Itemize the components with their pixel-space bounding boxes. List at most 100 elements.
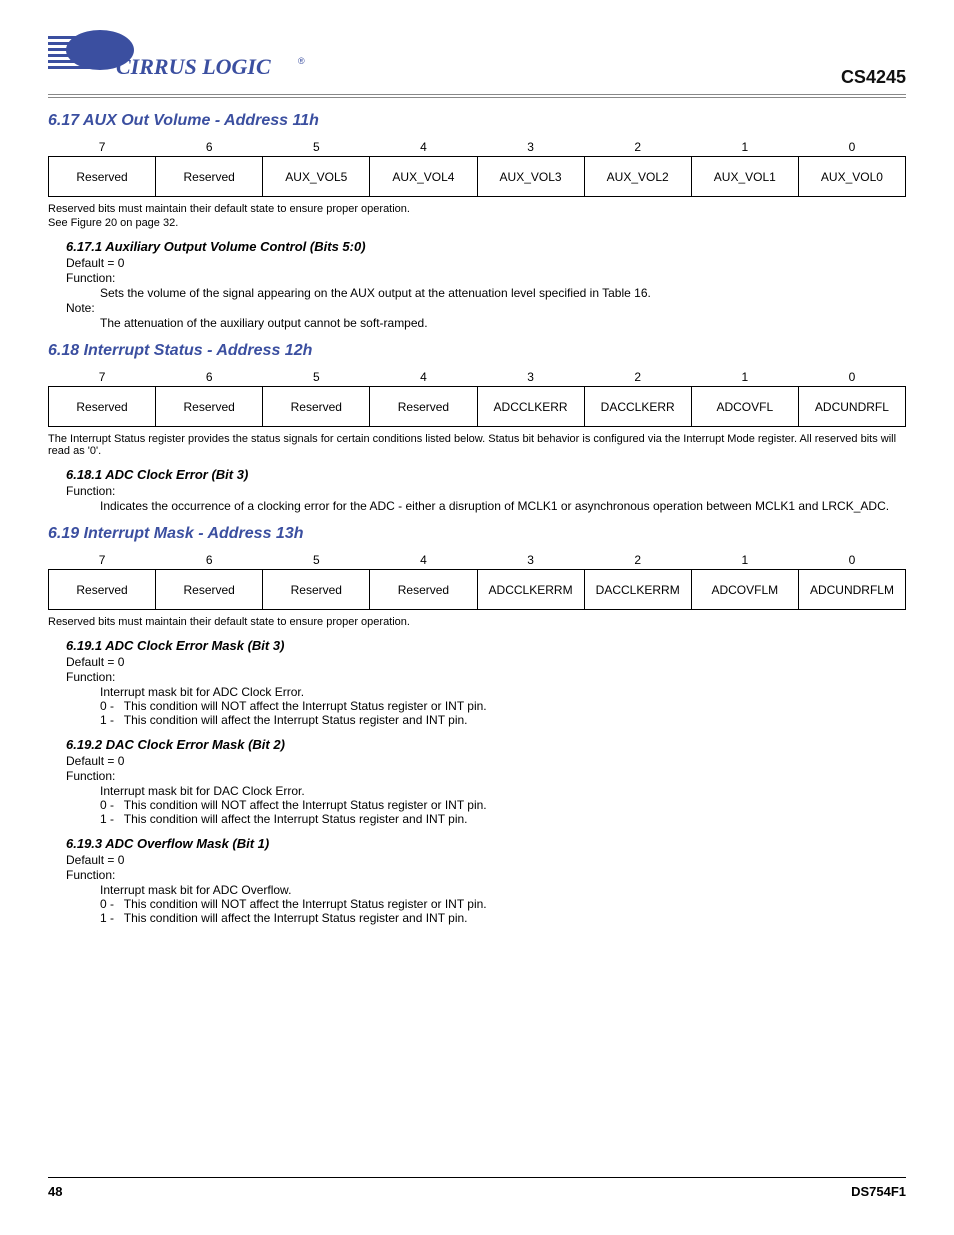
bit-header: 5 <box>263 138 370 157</box>
bit-cell: Reserved <box>156 157 263 197</box>
bit-cell: Reserved <box>156 387 263 427</box>
bit-cell: Reserved <box>370 387 477 427</box>
note-text: Reserved bits must maintain their defaul… <box>48 616 906 628</box>
bit-header: 0 <box>798 368 905 387</box>
bits-table-619: 7 6 5 4 3 2 1 0 Reserved Reserved Reserv… <box>48 551 906 610</box>
bit-cell: AUX_VOL2 <box>584 157 691 197</box>
bit-cell: ADCUNDRFL <box>798 387 905 427</box>
section-title-619: 6.19 Interrupt Mask - Address 13h <box>48 525 906 543</box>
bit-cell: DACCLKERR <box>584 387 691 427</box>
bit-cell: Reserved <box>49 387 156 427</box>
bit-header: 7 <box>49 368 156 387</box>
field-heading: 6.19.1 ADC Clock Error Mask (Bit 3) <box>66 638 906 653</box>
logo-text: CIRRUS LOGIC <box>116 54 271 79</box>
field-default: Default = 0 <box>66 853 906 867</box>
field-function-text: Interrupt mask bit for ADC Clock Error. <box>100 685 906 699</box>
doc-id: DS754F1 <box>851 1184 906 1199</box>
part-number: CS4245 <box>841 67 906 88</box>
bit-header: 3 <box>477 138 584 157</box>
bit-cell: ADCCLKERRM <box>477 570 584 610</box>
bit-cell: AUX_VOL0 <box>798 157 905 197</box>
bit-cell: AUX_VOL4 <box>370 157 477 197</box>
bit-header: 2 <box>584 551 691 570</box>
field-list-item: 0 - This condition will NOT affect the I… <box>100 897 906 911</box>
page: CIRRUS LOGIC ® CS4245 6.17 AUX Out Volum… <box>0 0 954 1235</box>
field-heading: 6.18.1 ADC Clock Error (Bit 3) <box>66 467 906 482</box>
bit-cell: Reserved <box>49 157 156 197</box>
cirrus-logic-logo-icon: CIRRUS LOGIC ® <box>48 28 308 88</box>
field-6171: 6.17.1 Auxiliary Output Volume Control (… <box>66 239 906 330</box>
field-function-text: Indicates the occurrence of a clocking e… <box>100 499 906 513</box>
field-6193: 6.19.3 ADC Overflow Mask (Bit 1) Default… <box>66 836 906 925</box>
bit-header: 4 <box>370 551 477 570</box>
note-text: Reserved bits must maintain their defaul… <box>48 203 906 215</box>
field-function-text: Sets the volume of the signal appearing … <box>100 286 906 300</box>
bits-table-618: 7 6 5 4 3 2 1 0 Reserved Reserved Reserv… <box>48 368 906 427</box>
field-default: Default = 0 <box>66 754 906 768</box>
bits-table-617: 7 6 5 4 3 2 1 0 Reserved Reserved AUX_VO… <box>48 138 906 197</box>
field-note-label: Note: <box>66 301 906 315</box>
field-heading: 6.19.3 ADC Overflow Mask (Bit 1) <box>66 836 906 851</box>
page-header: CIRRUS LOGIC ® CS4245 <box>48 28 906 98</box>
bit-header: 6 <box>156 368 263 387</box>
field-function-text: Interrupt mask bit for ADC Overflow. <box>100 883 906 897</box>
page-number: 48 <box>48 1184 62 1199</box>
bit-header: 7 <box>49 138 156 157</box>
note-text: See Figure 20 on page 32. <box>48 217 906 229</box>
bit-header: 4 <box>370 138 477 157</box>
field-function-label: Function: <box>66 484 906 498</box>
bit-cell: AUX_VOL1 <box>691 157 798 197</box>
bit-header: 0 <box>798 138 905 157</box>
field-6192: 6.19.2 DAC Clock Error Mask (Bit 2) Defa… <box>66 737 906 826</box>
field-note-text: The attenuation of the auxiliary output … <box>100 316 906 330</box>
bit-header: 7 <box>49 551 156 570</box>
field-heading: 6.19.2 DAC Clock Error Mask (Bit 2) <box>66 737 906 752</box>
bit-cell: DACCLKERRM <box>584 570 691 610</box>
svg-text:®: ® <box>298 56 305 66</box>
bit-cell: Reserved <box>370 570 477 610</box>
field-function-label: Function: <box>66 868 906 882</box>
field-function-text: Interrupt mask bit for DAC Clock Error. <box>100 784 906 798</box>
field-list-item: 0 - This condition will NOT affect the I… <box>100 798 906 812</box>
bit-cell: ADCCLKERR <box>477 387 584 427</box>
bit-header: 6 <box>156 138 263 157</box>
field-list-item: 0 - This condition will NOT affect the I… <box>100 699 906 713</box>
bit-header: 4 <box>370 368 477 387</box>
field-default: Default = 0 <box>66 256 906 270</box>
bit-cell: Reserved <box>263 387 370 427</box>
field-6181: 6.18.1 ADC Clock Error (Bit 3) Function:… <box>66 467 906 513</box>
field-heading: 6.17.1 Auxiliary Output Volume Control (… <box>66 239 906 254</box>
field-list-item: 1 - This condition will affect the Inter… <box>100 812 906 826</box>
logo: CIRRUS LOGIC ® <box>48 28 308 88</box>
bit-header: 3 <box>477 551 584 570</box>
bit-header: 6 <box>156 551 263 570</box>
bit-cell: ADCUNDRFLM <box>798 570 905 610</box>
field-default: Default = 0 <box>66 655 906 669</box>
field-list-item: 1 - This condition will affect the Inter… <box>100 911 906 925</box>
bit-cell: ADCOVFLM <box>691 570 798 610</box>
bit-header: 0 <box>798 551 905 570</box>
section-title-617: 6.17 AUX Out Volume - Address 11h <box>48 112 906 130</box>
bit-header: 5 <box>263 368 370 387</box>
bit-cell: Reserved <box>49 570 156 610</box>
field-6191: 6.19.1 ADC Clock Error Mask (Bit 3) Defa… <box>66 638 906 727</box>
field-function-label: Function: <box>66 769 906 783</box>
bit-header: 1 <box>691 368 798 387</box>
note-text: The Interrupt Status register provides t… <box>48 433 906 457</box>
bit-header: 2 <box>584 138 691 157</box>
field-list-item: 1 - This condition will affect the Inter… <box>100 713 906 727</box>
field-function-label: Function: <box>66 271 906 285</box>
bit-cell: AUX_VOL3 <box>477 157 584 197</box>
bit-cell: AUX_VOL5 <box>263 157 370 197</box>
page-footer: 48 DS754F1 <box>48 1177 906 1199</box>
bit-header: 5 <box>263 551 370 570</box>
bit-header: 1 <box>691 138 798 157</box>
bit-cell: ADCOVFL <box>691 387 798 427</box>
bit-header: 2 <box>584 368 691 387</box>
section-title-618: 6.18 Interrupt Status - Address 12h <box>48 342 906 360</box>
bit-header: 3 <box>477 368 584 387</box>
field-function-label: Function: <box>66 670 906 684</box>
bit-cell: Reserved <box>263 570 370 610</box>
bit-cell: Reserved <box>156 570 263 610</box>
bit-header: 1 <box>691 551 798 570</box>
